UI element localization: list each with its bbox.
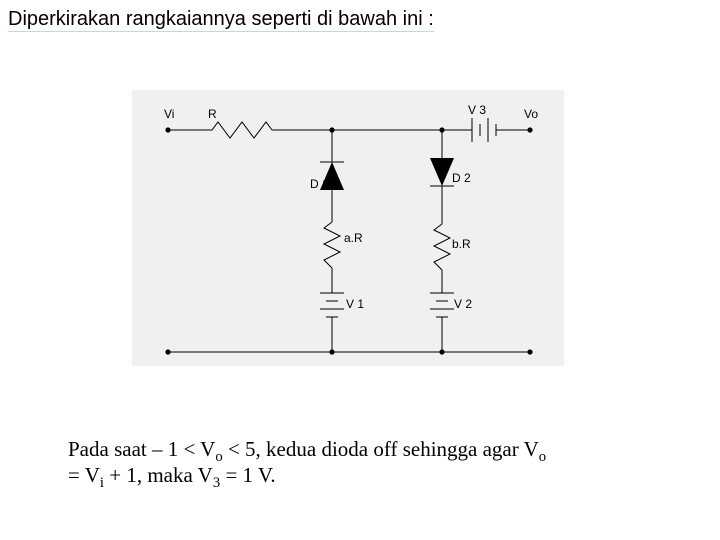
- junction-dot: [439, 127, 444, 132]
- junction-dot: [439, 349, 444, 354]
- terminal-dot: [165, 127, 170, 132]
- battery-v1: [320, 293, 344, 317]
- label-vi: Vi: [164, 107, 174, 121]
- junction-dot: [329, 349, 334, 354]
- junction-dot: [329, 127, 334, 132]
- resistor-r: [204, 122, 272, 138]
- label-r: R: [208, 107, 217, 121]
- page-title: Diperkirakan rangkaiannya seperti di baw…: [8, 8, 434, 32]
- text: + 1, maka V: [104, 463, 213, 487]
- terminal-dot: [527, 349, 532, 354]
- label-v3: V 3: [468, 103, 486, 117]
- label-v1: V 1: [346, 297, 364, 311]
- terminal-dot: [527, 127, 532, 132]
- text: = V: [68, 463, 100, 487]
- label-br: b.R: [452, 237, 471, 251]
- label-d2: D 2: [452, 171, 471, 185]
- label-v2: V 2: [454, 297, 472, 311]
- label-vo: Vo: [524, 107, 538, 121]
- subscript: o: [539, 449, 546, 465]
- text: = 1 V.: [220, 463, 275, 487]
- resistor-ar: [324, 216, 340, 268]
- battery-v3: [472, 118, 496, 142]
- battery-v2: [430, 293, 454, 317]
- page: Diperkirakan rangkaiannya seperti di baw…: [0, 0, 720, 540]
- label-d1: D 1: [310, 177, 329, 191]
- circuit-svg: Vi R V 3 Vo D 1 D 2 a.R b.R V 1 V 2: [132, 90, 564, 366]
- resistor-br: [434, 218, 450, 270]
- text: < 5, kedua dioda off sehingga agar V: [223, 437, 539, 461]
- text: Pada saat – 1 < V: [68, 437, 215, 461]
- label-ar: a.R: [344, 231, 363, 245]
- body-paragraph: Pada saat – 1 < V o < 5, kedua dioda off …: [68, 436, 660, 489]
- diode-d2: [430, 158, 454, 218]
- terminal-dot: [165, 349, 170, 354]
- circuit-schematic: Vi R V 3 Vo D 1 D 2 a.R b.R V 1 V 2: [132, 90, 564, 366]
